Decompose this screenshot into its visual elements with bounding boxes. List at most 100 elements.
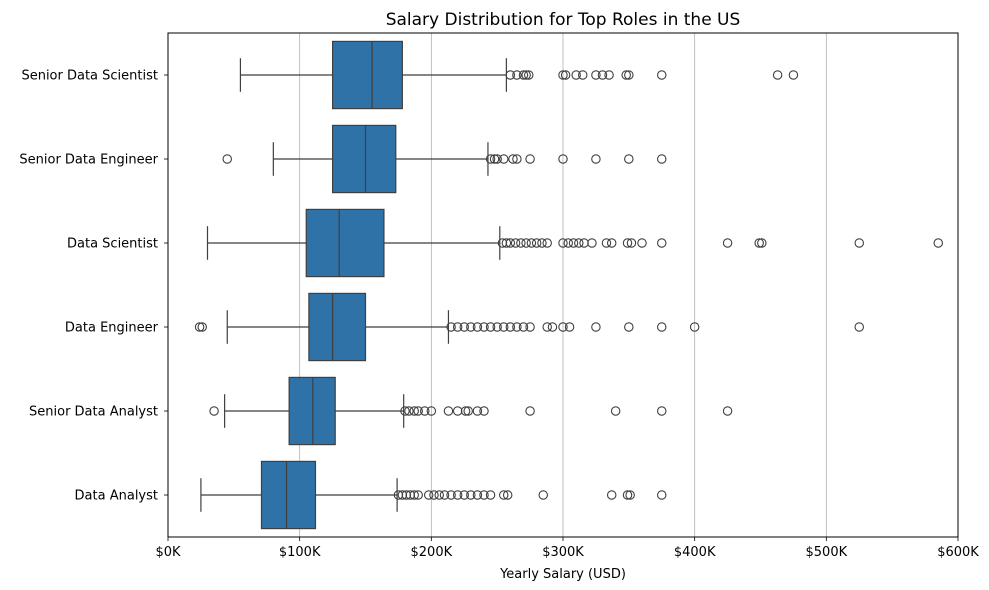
outlier-point [485, 490, 496, 500]
outlier-point [460, 406, 471, 416]
outlier-point [439, 490, 450, 500]
outlier-point [537, 238, 547, 248]
outlier-point [505, 238, 516, 248]
outlier-point [558, 322, 568, 332]
outlier-point [501, 238, 512, 248]
outlier-point [625, 490, 635, 500]
outlier-point [788, 70, 799, 80]
box-group [239, 40, 799, 110]
outlier-point [560, 70, 571, 80]
outlier-point [452, 490, 463, 500]
outlier-point [512, 70, 522, 80]
outlier-point [722, 238, 733, 248]
outlier-point [606, 490, 617, 500]
outlier-point [531, 238, 542, 248]
outlier-point [472, 406, 483, 416]
outlier-point [419, 406, 430, 416]
outlier-point [516, 238, 526, 248]
outlier-point [446, 490, 456, 500]
outlier-point [574, 238, 584, 248]
outlier-point [656, 322, 667, 332]
outlier-point [512, 322, 522, 332]
outlier-point [525, 322, 535, 332]
outlier-point [521, 238, 531, 248]
boxes [194, 40, 943, 530]
outlier-point [409, 490, 419, 500]
outlier-point [525, 406, 535, 416]
outlier-point [542, 238, 552, 248]
outlier-point [624, 154, 634, 164]
outlier-point [404, 406, 414, 416]
outlier-point [429, 490, 439, 500]
outlier-point [621, 70, 631, 80]
outlier-point [606, 238, 617, 248]
outlier-point [656, 406, 667, 416]
outlier-point [479, 406, 489, 416]
outlier-point [479, 490, 489, 500]
outlier-point [434, 490, 444, 500]
outlier-point [222, 154, 233, 164]
outlier-point [426, 406, 437, 416]
outlier-point [489, 154, 500, 164]
outlier-point [610, 406, 621, 416]
outlier-point [601, 238, 612, 248]
outlier-point [466, 322, 476, 332]
outlier-point [409, 406, 419, 416]
outlier-point [564, 322, 575, 332]
outlier-point [591, 322, 601, 332]
y-tick-label: Data Scientist [67, 237, 158, 252]
outlier-point [423, 490, 434, 500]
outlier-point [485, 322, 496, 332]
outlier-point [459, 322, 469, 332]
x-tick-label: $200K [411, 545, 453, 560]
outlier-point [656, 70, 667, 80]
outlier-point [854, 322, 864, 332]
outlier-point [498, 490, 509, 500]
outlier-point [656, 490, 667, 500]
x-tick-label: $0K [155, 545, 181, 560]
outlier-point [502, 490, 513, 500]
x-axis-label: Yearly Salary (USD) [499, 567, 626, 582]
outlier-point [591, 154, 601, 164]
outlier-point [558, 154, 568, 164]
outlier-point [656, 154, 667, 164]
outlier-point [624, 70, 634, 80]
outlier-point [446, 322, 456, 332]
outlier-point [512, 154, 522, 164]
outlier-point [466, 490, 476, 500]
outlier-point [854, 238, 864, 248]
outlier-point [722, 406, 733, 416]
box-group [222, 124, 667, 194]
iqr-box [308, 292, 367, 362]
outlier-point [505, 322, 516, 332]
outlier-point [525, 154, 535, 164]
outlier-point [498, 154, 509, 164]
outlier-point [479, 322, 489, 332]
box-group [194, 292, 864, 362]
iqr-box [305, 208, 385, 278]
outlier-point [754, 238, 764, 248]
outlier-point [547, 322, 558, 332]
outlier-point [624, 322, 634, 332]
outlier-point [400, 406, 410, 416]
outlier-point [492, 154, 502, 164]
outlier-point [587, 238, 597, 248]
outlier-point [689, 322, 700, 332]
outlier-point [579, 238, 589, 248]
outlier-point [209, 406, 219, 416]
outlier-point [463, 406, 473, 416]
x-tick-label: $400K [674, 545, 716, 560]
x-tick-label: $500K [806, 545, 848, 560]
axes: $0K $100K $200K $300K $400K $500K $600K Senior … [19, 69, 979, 561]
x-tick-label: $600K [937, 545, 979, 560]
outlier-point [452, 406, 463, 416]
outlier-point [757, 238, 767, 248]
box-group [209, 376, 733, 446]
outlier-point [626, 238, 637, 248]
x-tick-label: $300K [542, 545, 584, 560]
outlier-point [521, 70, 531, 80]
iqr-box [331, 40, 403, 110]
outlier-point [591, 70, 601, 80]
outlier-point [508, 154, 518, 164]
